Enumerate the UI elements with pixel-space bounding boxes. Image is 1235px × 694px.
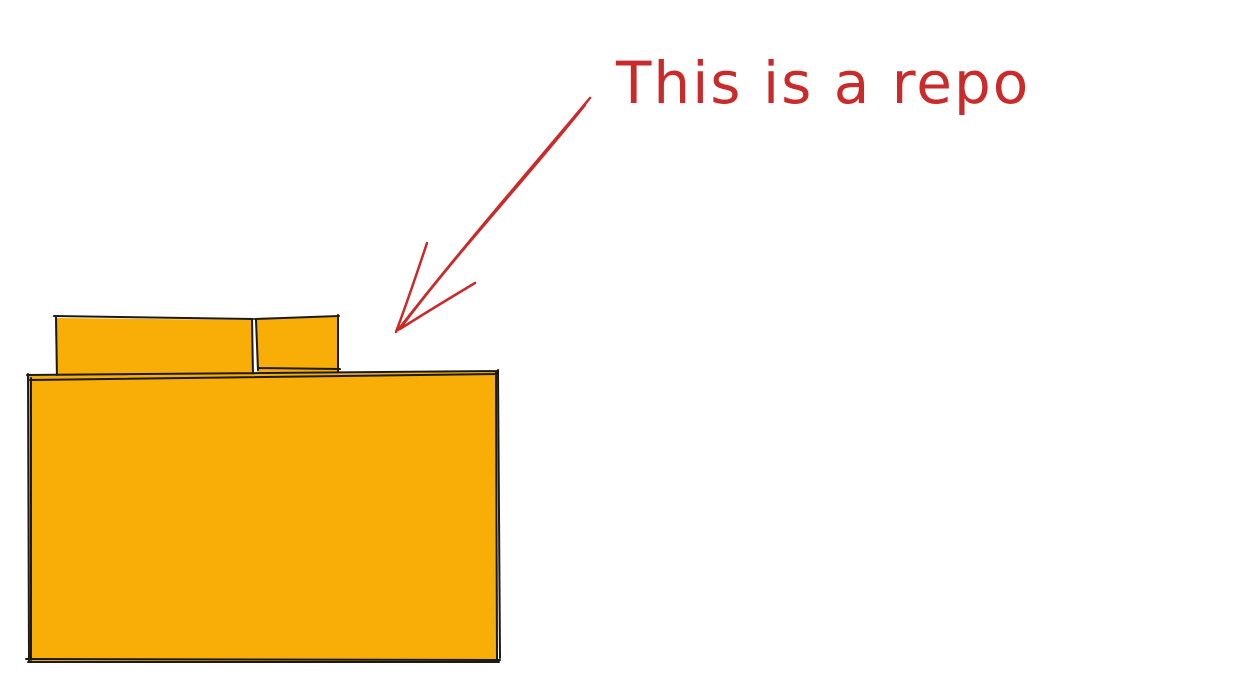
folder-tab-left xyxy=(55,318,253,377)
folder-icon xyxy=(25,314,501,663)
folder-tab-right-outline xyxy=(254,314,341,373)
folder-body xyxy=(28,372,498,661)
folder-tab-right xyxy=(256,317,338,372)
folder-body-outline xyxy=(25,369,501,663)
arrow-icon xyxy=(394,96,592,334)
annotation-label: This is a repo xyxy=(615,49,1030,117)
arrow-shaft xyxy=(396,96,592,332)
arrow-head xyxy=(394,241,477,334)
folder-tab-left-outline xyxy=(53,315,254,379)
